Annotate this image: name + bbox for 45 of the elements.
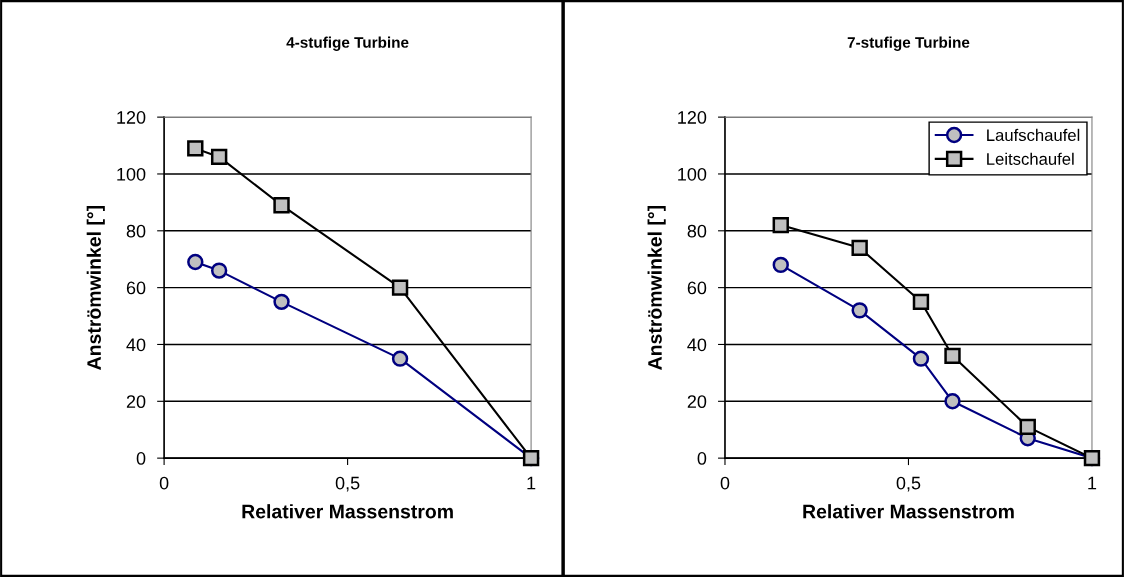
y-tick-label: 20	[126, 395, 146, 409]
point	[187, 140, 204, 157]
y-axis-title: Anströmwinkel [°]	[86, 205, 105, 370]
point	[772, 256, 789, 274]
point	[210, 148, 228, 166]
point	[187, 253, 204, 271]
y-tick-label: 100	[678, 167, 707, 181]
y-axis-title: Anströmwinkel [°]	[647, 205, 666, 370]
point	[391, 279, 409, 296]
y-tick-label: 40	[687, 338, 707, 352]
point	[912, 293, 930, 311]
x-axis-title: Relativer Massenstrom	[242, 504, 453, 519]
point	[391, 350, 409, 367]
point	[273, 197, 290, 214]
point	[273, 293, 290, 311]
x-tick-label: 0,5	[896, 476, 921, 492]
y-tick-label: 60	[687, 281, 707, 295]
y-tick-label: 0	[697, 452, 707, 465]
x-tick-label: 0	[159, 476, 169, 490]
point	[944, 393, 961, 410]
point	[210, 262, 228, 279]
y-tick-label: 100	[117, 167, 146, 181]
x-tick-label: 0	[720, 476, 730, 490]
y-tick-label: 0	[136, 452, 146, 465]
point	[1019, 418, 1036, 436]
point	[851, 302, 868, 319]
x-axis-title: Relativer Massenstrom	[803, 504, 1014, 519]
chart-title: 7-stufige Turbine	[847, 36, 970, 51]
point	[912, 350, 930, 367]
chart-title: 4-stufige Turbine	[286, 36, 409, 51]
y-tick-label: 120	[678, 111, 707, 124]
y-tick-label: 20	[687, 395, 707, 409]
point	[772, 216, 789, 234]
y-tick-label: 120	[117, 111, 146, 124]
x-tick-label: 0,5	[335, 476, 360, 492]
x-tick-label: 1	[527, 476, 536, 490]
point	[944, 347, 961, 365]
legend-label: Laufschaufel	[987, 128, 1080, 142]
y-tick-label: 80	[126, 224, 146, 238]
point	[851, 239, 868, 257]
y-tick-label: 80	[687, 224, 707, 238]
legend-label: Leitschaufel	[987, 152, 1074, 165]
y-tick-label: 40	[126, 338, 146, 352]
y-tick-label: 60	[126, 281, 146, 295]
x-tick-label: 1	[1088, 476, 1097, 490]
